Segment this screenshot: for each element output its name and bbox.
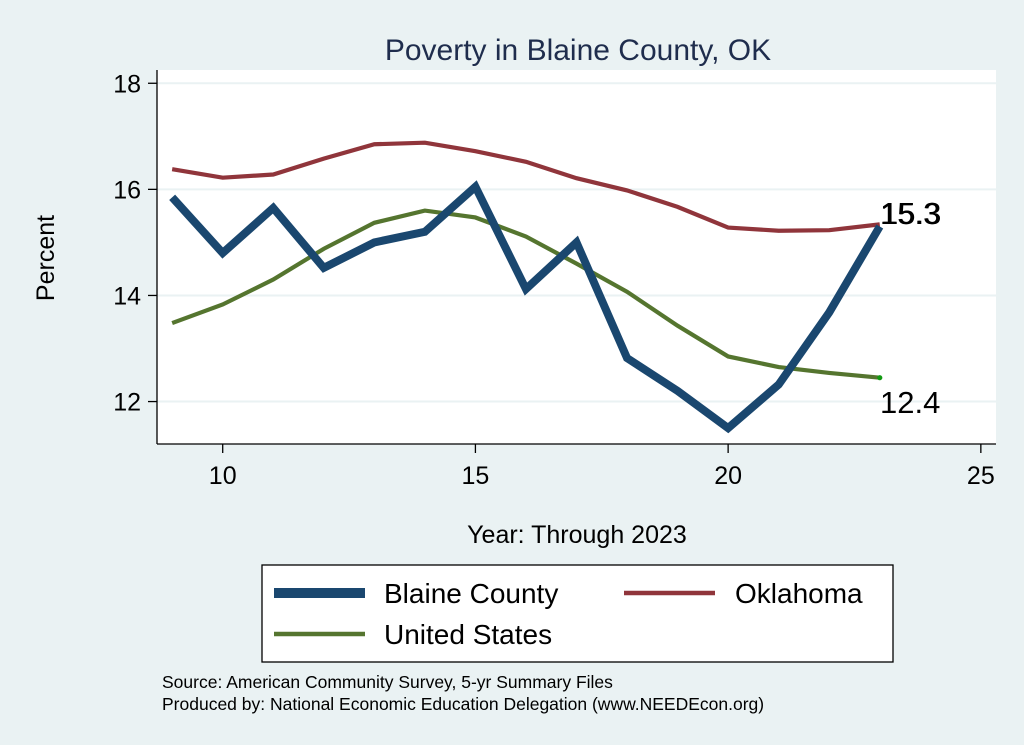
- series-lines: [169, 140, 884, 434]
- x-tick-label-20: 20: [714, 462, 742, 490]
- axis-ticks: 12 14 16 18 10 15 20 25: [113, 70, 995, 490]
- x-tick-label-10: 10: [209, 462, 237, 490]
- end-label-oklahoma: 15.3: [881, 196, 941, 231]
- produced-by-note: Produced by: National Economic Education…: [162, 694, 764, 714]
- y-axis-title: Percent: [32, 215, 60, 301]
- y-tick-label-18: 18: [113, 70, 141, 98]
- x-tick-label-15: 15: [462, 462, 490, 490]
- end-label-united-states: 12.4: [880, 385, 940, 420]
- x-axis-title: Year: Through 2023: [467, 521, 687, 549]
- legend-box: [261, 564, 894, 663]
- legend-label-blaine-county: Blaine County: [384, 578, 558, 609]
- series-line-blaine-county: [169, 180, 884, 434]
- grid-lines: [157, 82, 996, 403]
- y-tick-label-12: 12: [113, 389, 141, 417]
- series-line-united-states: [171, 208, 880, 380]
- y-tick-label-16: 16: [113, 176, 141, 204]
- legend-label-united-states: United States: [384, 619, 552, 650]
- legend: Blaine County Oklahoma United States: [261, 564, 894, 663]
- endpoint-marker-united-states: [877, 375, 883, 381]
- legend-label-oklahoma: Oklahoma: [735, 578, 863, 609]
- source-note: Source: American Community Survey, 5-yr …: [162, 672, 613, 692]
- chart-title: Poverty in Blaine County, OK: [385, 34, 771, 67]
- x-tick-label-25: 25: [967, 462, 995, 490]
- y-tick-label-14: 14: [113, 282, 141, 310]
- plot-area: [157, 70, 996, 444]
- series-line-oklahoma: [171, 140, 880, 233]
- end-label-blaine-county: 15.3: [880, 196, 940, 231]
